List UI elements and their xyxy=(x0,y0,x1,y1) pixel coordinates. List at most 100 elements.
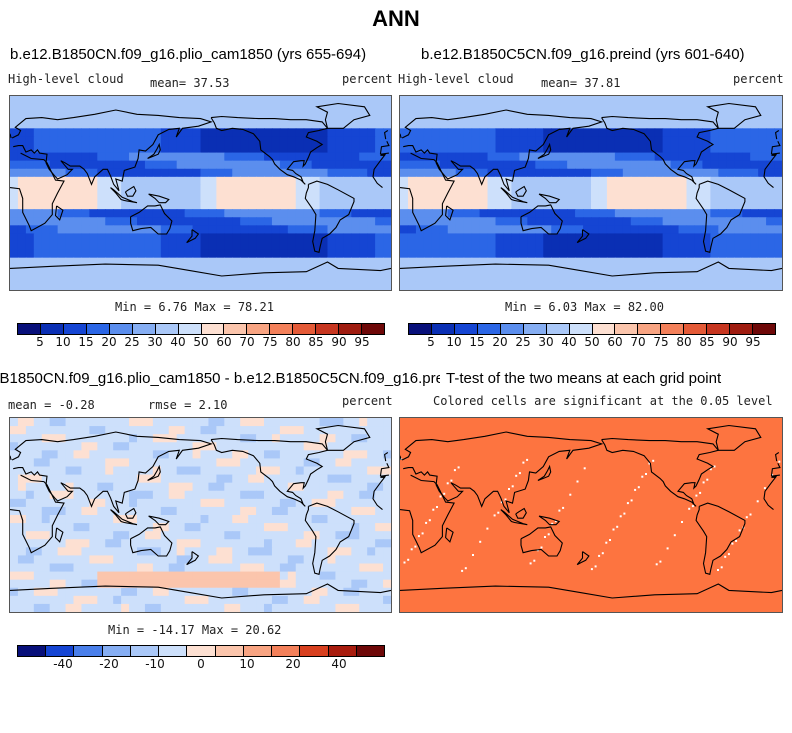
field-cell xyxy=(303,241,313,251)
insignificant-cell xyxy=(778,460,781,463)
field-cell xyxy=(415,176,425,186)
field-cell xyxy=(216,579,225,589)
field-cell xyxy=(184,539,194,548)
field-cell xyxy=(295,571,305,581)
field-cell xyxy=(121,144,130,154)
field-cell xyxy=(129,418,138,427)
field-cell xyxy=(10,233,19,243)
field-cell xyxy=(264,506,273,516)
field-cell xyxy=(694,96,704,105)
field-cell xyxy=(279,587,289,597)
field-cell xyxy=(264,160,273,170)
field-cell xyxy=(137,474,146,484)
field-cell xyxy=(224,193,233,202)
field-cell xyxy=(583,249,592,259)
field-cell xyxy=(10,587,19,597)
field-cell xyxy=(176,104,186,113)
field-cell xyxy=(726,193,735,202)
field-cell xyxy=(471,96,481,105)
field-cell xyxy=(25,128,35,138)
field-cell xyxy=(192,571,202,581)
field-cell xyxy=(335,112,344,121)
field-cell xyxy=(97,571,106,581)
field-cell xyxy=(208,482,217,492)
field-cell xyxy=(121,426,130,435)
coastline xyxy=(110,187,138,204)
field-cell xyxy=(503,136,513,146)
field-cell xyxy=(479,176,489,186)
field-cell xyxy=(41,523,51,532)
field-cell xyxy=(758,249,767,259)
field-cell xyxy=(662,176,672,186)
field-cell xyxy=(105,249,114,259)
field-cell xyxy=(463,257,473,267)
field-cell xyxy=(248,466,257,476)
field-cell xyxy=(319,281,329,290)
field-cell xyxy=(367,209,376,218)
field-cell xyxy=(750,281,759,290)
field-cell xyxy=(200,136,210,146)
field-cell xyxy=(359,225,368,235)
field-cell xyxy=(152,249,162,259)
field-cell xyxy=(311,104,321,113)
field-cell xyxy=(423,249,433,259)
field-cell xyxy=(121,201,130,210)
field-cell xyxy=(774,249,782,259)
field-cell xyxy=(49,104,59,113)
field-cell xyxy=(192,555,202,565)
colorbar-swatch xyxy=(316,324,340,334)
field-cell xyxy=(319,184,329,194)
field-cell xyxy=(200,225,210,235)
field-cell xyxy=(287,434,297,443)
field-cell xyxy=(447,241,457,251)
colorbar-tick-label: 25 xyxy=(515,335,531,349)
field-cell xyxy=(49,506,59,516)
field-cell xyxy=(527,136,536,146)
field-cell xyxy=(686,265,696,275)
field-cell xyxy=(343,434,352,443)
field-cell xyxy=(176,201,186,210)
field-cell xyxy=(319,587,329,597)
field-cell xyxy=(279,104,289,113)
field-cell xyxy=(200,176,210,186)
field-cell xyxy=(583,152,592,162)
colorbar-swatch xyxy=(130,646,160,656)
insignificant-cell xyxy=(403,561,406,564)
field-cell xyxy=(670,152,680,162)
colorbar-swatch xyxy=(500,324,524,334)
field-cell xyxy=(216,515,225,524)
field-cell xyxy=(73,547,83,557)
field-cell xyxy=(49,136,59,146)
field-cell xyxy=(192,168,202,178)
field-cell xyxy=(726,96,735,105)
field-cell xyxy=(758,193,767,202)
field-cell xyxy=(766,168,775,178)
field-cell xyxy=(33,515,43,524)
field-cell xyxy=(319,168,329,178)
bottom-left-title-clip: b.e12.B1850CN.f09_g16.plio_cam1850 - b.e… xyxy=(0,370,440,390)
field-cell xyxy=(319,112,329,121)
field-cell xyxy=(57,249,67,259)
field-cell xyxy=(335,571,344,581)
field-cell xyxy=(678,273,688,283)
field-cell xyxy=(89,587,98,597)
field-cell xyxy=(232,257,241,267)
field-cell xyxy=(606,104,616,113)
field-cell xyxy=(400,193,409,202)
field-cell xyxy=(33,539,43,548)
field-cell xyxy=(17,555,27,565)
field-cell xyxy=(327,273,337,283)
field-cell xyxy=(431,281,441,290)
field-cell xyxy=(25,144,35,154)
insignificant-cell xyxy=(544,536,546,538)
field-cell xyxy=(192,176,202,186)
insignificant-cell xyxy=(511,485,514,488)
field-cell xyxy=(57,450,67,460)
field-cell xyxy=(359,273,368,283)
field-cell xyxy=(17,265,27,275)
field-cell xyxy=(152,104,162,113)
field-cell xyxy=(152,555,162,565)
field-cell xyxy=(734,104,743,113)
field-cell xyxy=(176,120,186,129)
field-cell xyxy=(81,595,90,605)
